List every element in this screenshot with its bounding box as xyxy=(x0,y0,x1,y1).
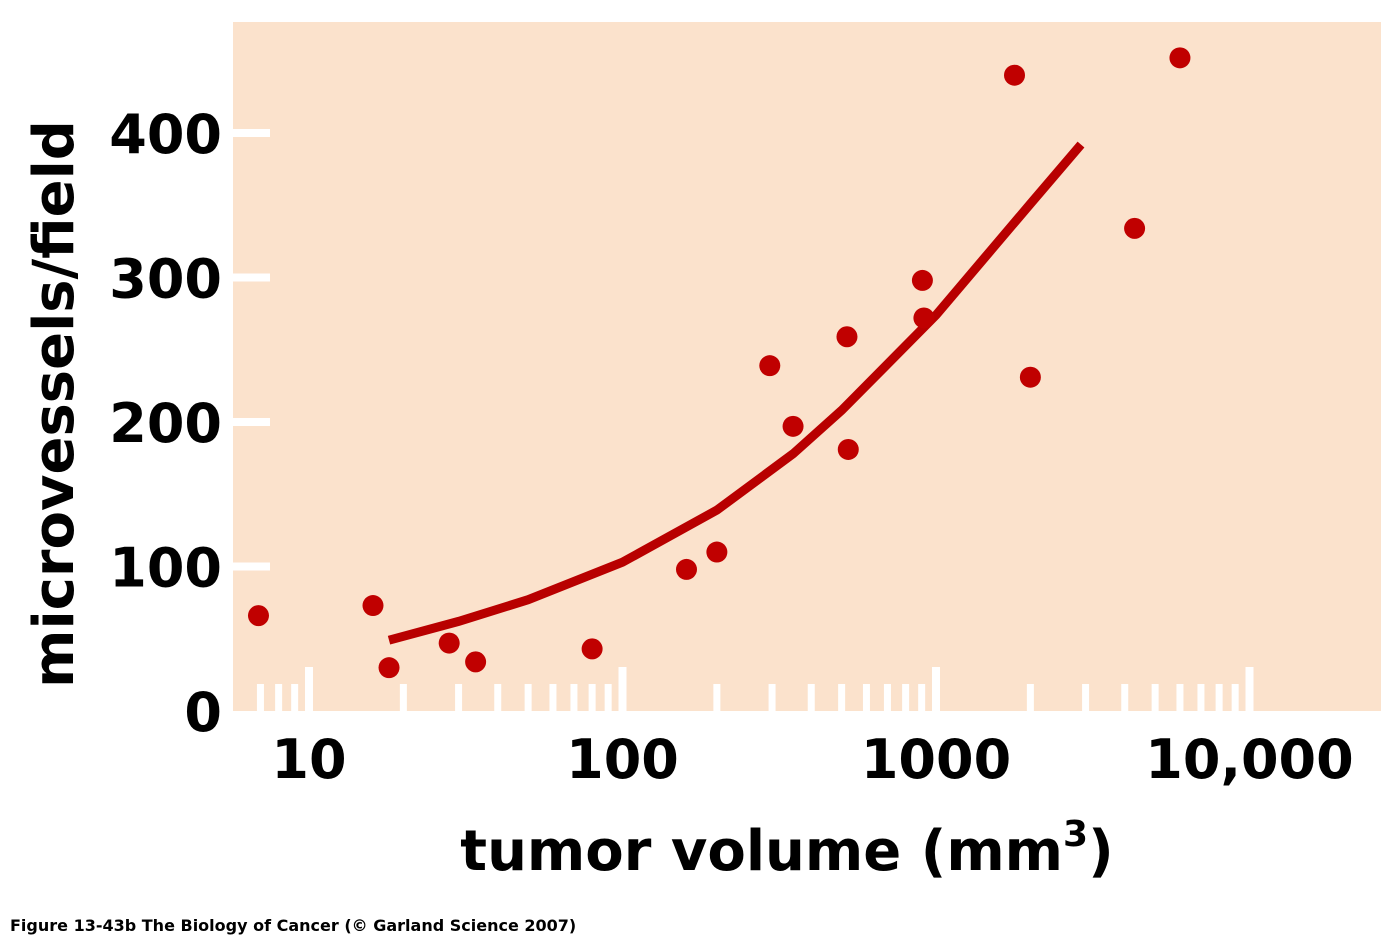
x-axis-title: tumor volume (mm3) xyxy=(460,814,1113,884)
data-points xyxy=(247,47,1191,679)
data-point xyxy=(911,269,933,291)
data-point xyxy=(836,326,858,348)
data-point xyxy=(247,605,269,627)
x-minor-ticks xyxy=(256,684,1239,711)
data-point xyxy=(1004,64,1026,86)
y-tick-labels: 0 100 200 300 400 xyxy=(109,103,222,744)
data-point xyxy=(759,355,781,377)
data-point xyxy=(465,651,487,673)
plot-background xyxy=(233,22,1381,711)
data-point xyxy=(837,438,859,460)
data-point xyxy=(581,638,603,660)
data-point xyxy=(378,657,400,679)
data-point xyxy=(675,558,697,580)
y-axis-title: microvessels/field xyxy=(22,120,87,688)
data-point xyxy=(1124,217,1146,239)
x-axis-title-suffix: ) xyxy=(1088,819,1114,884)
figure-caption: Figure 13-43b The Biology of Cancer (© G… xyxy=(10,916,577,935)
x-tick-label: 10 xyxy=(271,728,346,791)
x-tick-label: 10,000 xyxy=(1145,728,1353,791)
x-tick-label: 1000 xyxy=(861,728,1011,791)
data-point xyxy=(1019,366,1041,388)
data-point xyxy=(782,415,804,437)
data-point xyxy=(438,632,460,654)
x-major-ticks xyxy=(305,667,1254,711)
data-point xyxy=(913,307,935,329)
fit-curve xyxy=(387,141,1085,645)
data-point xyxy=(362,595,384,617)
data-point xyxy=(706,541,728,563)
y-tick-label: 300 xyxy=(109,248,222,311)
data-point xyxy=(1169,47,1191,69)
y-tick-label: 0 xyxy=(184,681,222,744)
x-tick-label: 100 xyxy=(566,728,679,791)
y-ticks xyxy=(233,129,270,571)
y-tick-label: 100 xyxy=(109,537,222,600)
y-tick-label: 200 xyxy=(109,392,222,455)
y-tick-label: 400 xyxy=(109,103,222,166)
x-axis-title-superscript: 3 xyxy=(1063,814,1088,855)
x-tick-labels: 10 100 1000 10,000 xyxy=(271,728,1353,791)
